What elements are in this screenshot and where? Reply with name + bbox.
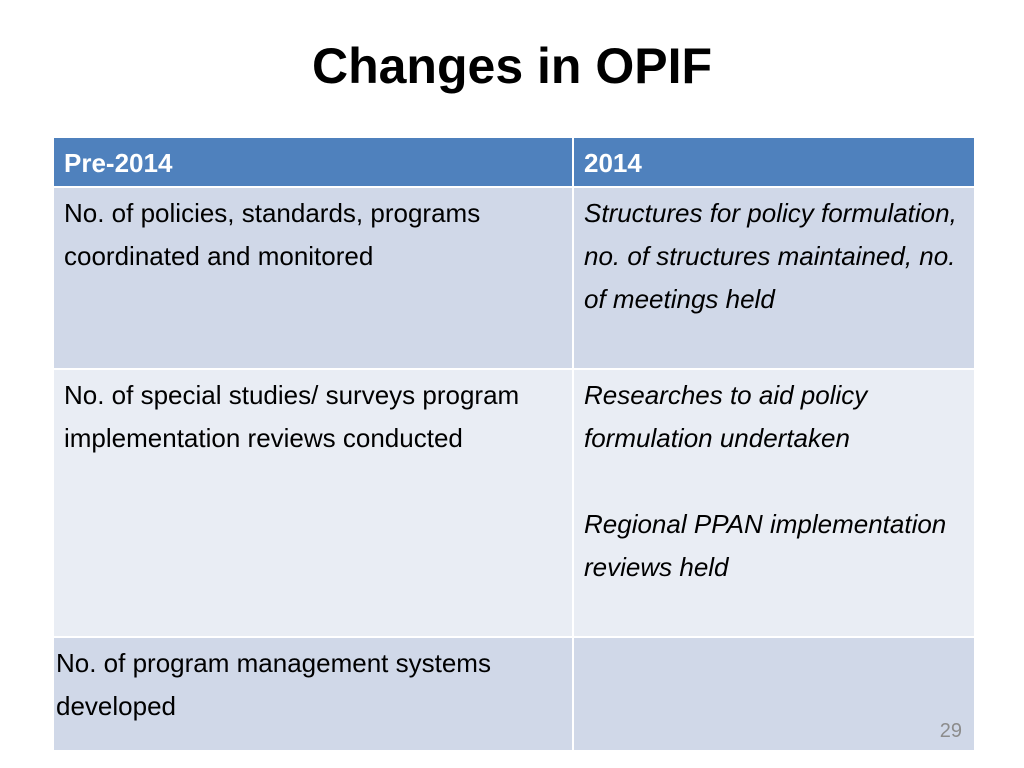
header-2014: 2014 <box>572 136 976 188</box>
cell-pre-2014: No. of policies, standards, programs coo… <box>52 186 574 370</box>
cell-pre-2014: No. of program management systems develo… <box>52 636 574 752</box>
cell-2014: Researches to aid policy formulation und… <box>572 368 976 638</box>
cell-2014-line: Regional PPAN implementation reviews hel… <box>584 509 947 582</box>
line-gap <box>584 460 964 503</box>
table-row: No. of special studies/ surveys program … <box>52 368 976 638</box>
cell-2014 <box>572 636 976 752</box>
slide-title: Changes in OPIF <box>311 38 713 94</box>
header-pre-2014: Pre-2014 <box>52 136 574 188</box>
opif-changes-table: Pre-2014 2014 No. of policies, standards… <box>52 136 976 752</box>
table-row: No. of policies, standards, programs coo… <box>52 186 976 370</box>
cell-2014-line: Researches to aid policy formulation und… <box>584 380 868 453</box>
cell-2014-line: Structures for policy formulation, no. o… <box>584 198 957 314</box>
cell-2014: Structures for policy formulation, no. o… <box>572 186 976 370</box>
table-header-row: Pre-2014 2014 <box>52 136 976 188</box>
page-number: 29 <box>939 720 962 742</box>
cell-pre-2014: No. of special studies/ surveys program … <box>52 368 574 638</box>
table-row: No. of program management systems develo… <box>52 636 976 752</box>
